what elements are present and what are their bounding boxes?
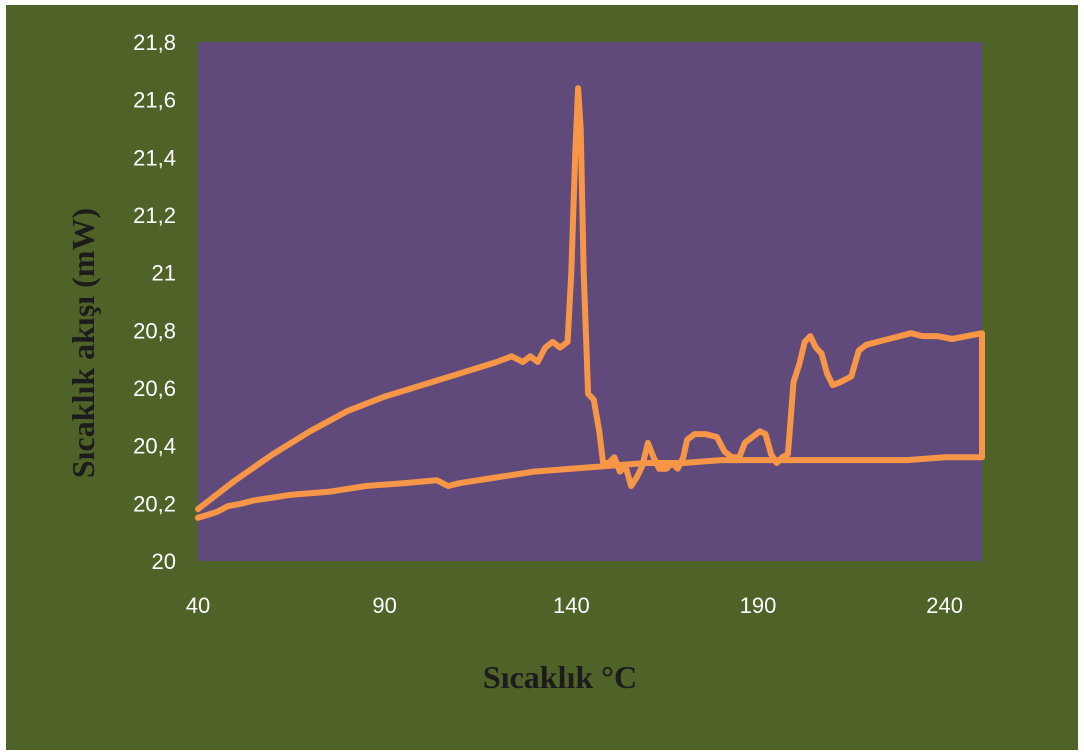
x-tick-label: 240 xyxy=(926,593,963,618)
chart-frame: 20 20,2 20,4 20,6 20,8 21 21,2 21,4 21,6 21,8 40 9… xyxy=(6,5,1078,750)
y-tick-label: 21,4 xyxy=(133,145,176,170)
y-tick-label: 21,6 xyxy=(133,88,176,113)
x-tick-label: 190 xyxy=(740,593,777,618)
y-tick-label: 20,8 xyxy=(133,318,176,343)
chart-svg: 20 20,2 20,4 20,6 20,8 21 21,2 21,4 21,6 21,8 40 9… xyxy=(65,30,985,695)
y-tick-labels: 20 20,2 20,4 20,6 20,8 21 21,2 21,4 21,6 21,8 xyxy=(133,30,176,574)
series-line xyxy=(195,85,985,521)
y-tick-label: 20,2 xyxy=(133,491,176,516)
x-tick-label: 90 xyxy=(372,593,396,618)
x-tick-labels: 40 90 140 190 240 xyxy=(186,593,963,618)
x-tick-label: 40 xyxy=(186,593,210,618)
y-tick-label: 21,8 xyxy=(133,30,176,55)
x-tick-label: 140 xyxy=(553,593,590,618)
y-axis-title: Sıcaklık akışı (mW) xyxy=(65,208,101,478)
y-tick-label: 21 xyxy=(152,261,176,286)
y-tick-label: 20,4 xyxy=(133,434,176,459)
y-tick-label: 21,2 xyxy=(133,203,176,228)
plot-area xyxy=(198,42,982,561)
y-tick-label: 20,6 xyxy=(133,376,176,401)
x-axis-title: Sıcaklık °C xyxy=(483,659,637,695)
y-tick-label: 20 xyxy=(152,549,176,574)
